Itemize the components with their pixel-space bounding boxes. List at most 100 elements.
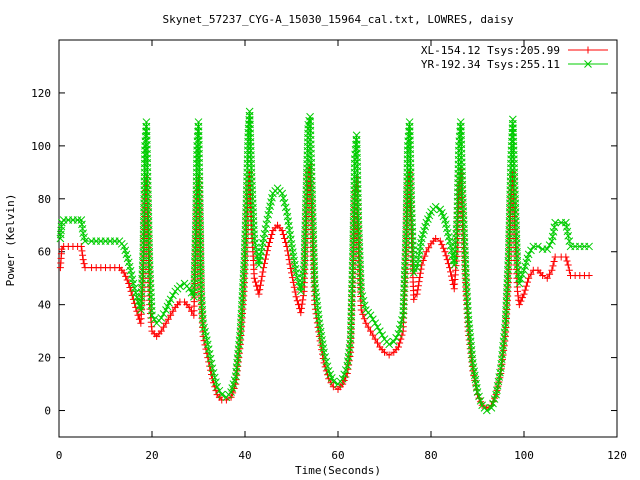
data-point-marker (517, 275, 525, 283)
data-point-marker (357, 306, 365, 314)
data-point-marker (122, 272, 130, 280)
data-point-marker (212, 378, 220, 386)
data-point-marker (340, 370, 349, 379)
data-point-marker (358, 292, 367, 300)
data-point-marker (375, 327, 384, 335)
data-point-marker (564, 261, 572, 269)
data-point-marker (425, 244, 433, 252)
data-point-marker (360, 301, 369, 310)
data-point-marker (130, 284, 139, 292)
data-point-marker (422, 248, 430, 256)
data-point-marker (517, 297, 525, 305)
y-tick-label: 120 (31, 87, 51, 100)
data-point-marker (284, 251, 292, 259)
data-point-marker (81, 237, 89, 246)
data-point-marker (414, 282, 422, 290)
data-point-marker (549, 228, 558, 236)
data-point-marker (371, 319, 380, 328)
data-point-marker (447, 272, 455, 280)
data-point-marker (543, 274, 551, 282)
series-2 (56, 107, 593, 415)
data-point-marker (278, 189, 287, 198)
data-point-marker (299, 292, 307, 300)
data-point-marker (381, 348, 388, 356)
legend-label: YR-192.34 Tsys:255.11 (421, 58, 560, 71)
y-tick-label: 80 (38, 193, 51, 206)
data-point-marker (258, 272, 266, 280)
data-point-marker (565, 266, 573, 274)
data-point-marker (259, 234, 268, 243)
data-point-marker (585, 272, 593, 280)
data-point-marker (562, 253, 570, 261)
data-point-marker (293, 297, 301, 305)
data-point-marker (80, 260, 88, 268)
x-tick-label: 100 (514, 449, 534, 462)
data-point-marker (157, 314, 166, 322)
data-point-marker (525, 274, 533, 282)
data-point-marker (551, 253, 559, 261)
data-point-marker (185, 303, 193, 311)
data-point-marker (487, 404, 496, 412)
data-point-marker (125, 279, 133, 287)
data-point-marker (438, 241, 446, 249)
data-point-marker (281, 235, 289, 242)
data-point-marker (523, 278, 531, 286)
data-point-marker (584, 46, 592, 54)
data-point-marker (441, 248, 449, 256)
data-point-marker (135, 315, 143, 323)
data-point-marker (209, 368, 218, 377)
x-tick-label: 0 (56, 449, 63, 462)
data-point-marker (446, 242, 455, 250)
data-point-marker (263, 215, 272, 224)
data-point-marker (322, 357, 331, 366)
data-point-marker (257, 281, 264, 289)
data-point-marker (321, 353, 330, 361)
data-point-marker (292, 293, 300, 301)
data-point-marker (167, 311, 175, 319)
data-point-marker (449, 256, 458, 265)
data-point-marker (255, 290, 263, 298)
data-point-marker (288, 269, 295, 277)
data-point-marker (250, 274, 258, 282)
data-point-marker (213, 382, 221, 391)
data-point-marker (166, 295, 175, 304)
data-point-marker (545, 241, 554, 249)
data-point-marker (297, 309, 305, 317)
data-point-marker (527, 270, 535, 278)
data-point-marker (169, 307, 177, 315)
data-point-marker (295, 282, 304, 291)
data-point-marker (473, 388, 482, 396)
data-point-marker (120, 269, 128, 277)
data-point-marker (176, 282, 184, 290)
data-point-marker (338, 374, 347, 383)
data-point-marker (369, 315, 377, 324)
data-point-marker (169, 291, 177, 300)
data-point-marker (280, 198, 289, 207)
chart-title: Skynet_57237_CYG-A_15030_15964_cal.txt, … (163, 13, 514, 26)
data-point-marker (205, 350, 214, 358)
x-tick-label: 120 (607, 449, 627, 462)
data-point-marker (366, 311, 375, 320)
data-point-marker (206, 354, 215, 363)
data-point-marker (448, 251, 457, 260)
axis-ticks: 0 20 40 60 80 100 120 0 20 40 60 80 100 120 (31, 40, 627, 462)
data-point-marker (416, 273, 424, 281)
y-tick-label: 0 (44, 405, 51, 418)
data-point-marker (522, 282, 530, 290)
data-point-marker (204, 345, 213, 353)
data-point-marker (367, 327, 375, 335)
y-tick-label: 60 (38, 246, 51, 259)
data-point-marker (251, 278, 259, 286)
y-tick-label: 40 (38, 299, 51, 312)
data-point-marker (394, 329, 403, 338)
data-point-marker (162, 319, 170, 327)
data-point-marker (265, 238, 273, 246)
data-point-marker (389, 337, 398, 346)
data-point-marker (327, 379, 335, 387)
data-point-marker (256, 286, 264, 294)
data-point-marker (79, 256, 87, 264)
data-point-marker (126, 283, 134, 291)
data-point-marker (288, 274, 296, 282)
data-point-marker (359, 310, 367, 318)
series-layer (56, 107, 593, 415)
